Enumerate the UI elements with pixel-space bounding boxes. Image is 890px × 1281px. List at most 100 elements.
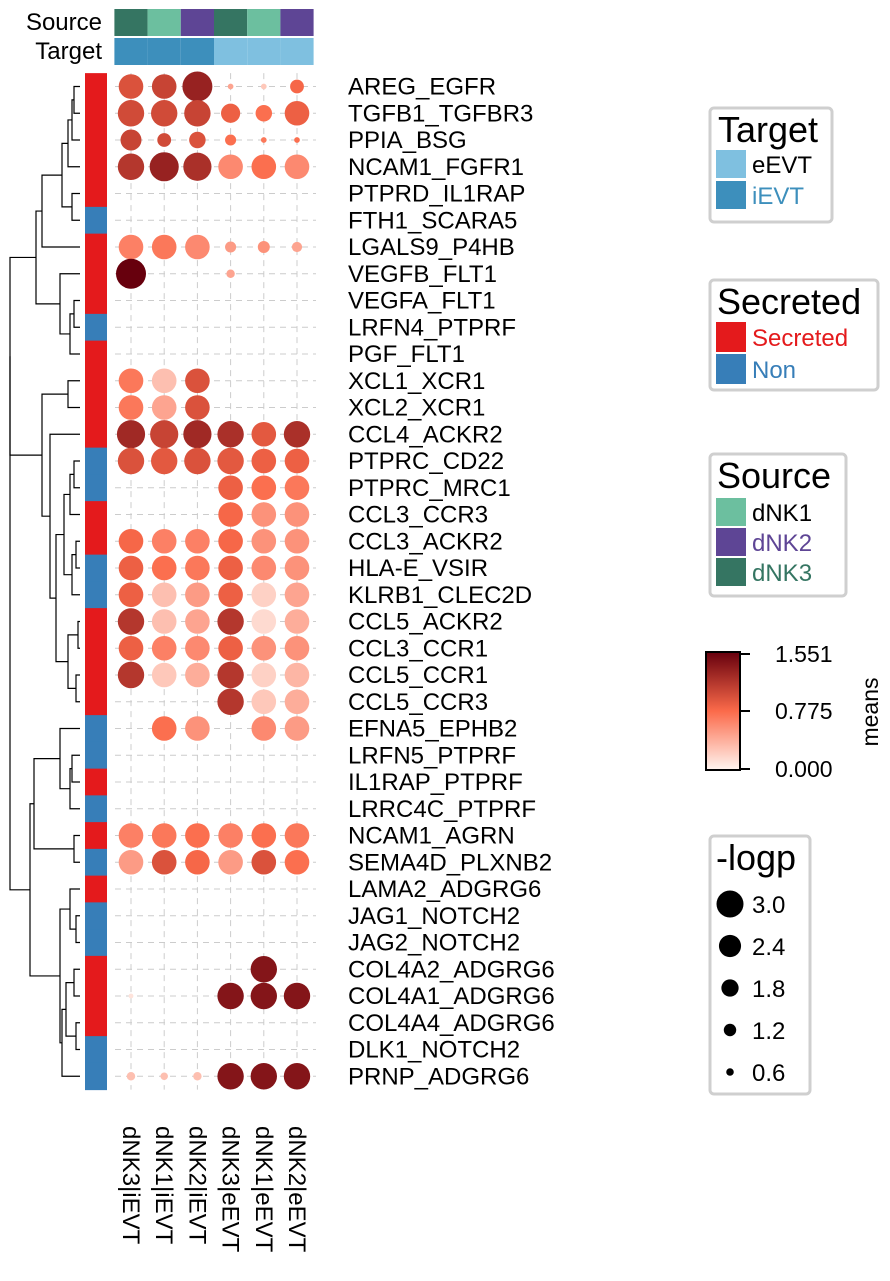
row-label-lgals9-p4hb: LGALS9_P4HB: [348, 234, 515, 261]
dendrogram-branch: [75, 674, 80, 703]
row-label-klrb1-clec2d: KLRB1_CLEC2D: [348, 582, 532, 609]
column-label-dnk3-eevt: dNK3|eEVT: [217, 1126, 244, 1253]
dot-ccl5-ccr3-dnk2-eevt: [284, 689, 310, 715]
size-legend-title: -logp: [716, 837, 796, 878]
secreted-cell-efna5-ephb2: [85, 715, 107, 743]
row-label-prnp-adgrg6: PRNP_ADGRG6: [348, 1063, 529, 1090]
dendrogram-branch: [71, 192, 80, 221]
dendrogram-branch: [55, 533, 68, 663]
column-label-dnk1-eevt: dNK1|eEVT: [250, 1126, 277, 1253]
row-label-hla-e-vsir: HLA-E_VSIR: [348, 555, 488, 582]
source-annotation-cell-dnk2: [180, 9, 214, 36]
dot-ccl3-ackr2-dnk3-ievt: [118, 528, 144, 554]
dot-ncam1-fgfr1-dnk1-ievt: [149, 152, 179, 182]
dot-ccl5-ccr1-dnk2-ievt: [185, 662, 210, 688]
dot-ccl5-ackr2-dnk3-eevt: [217, 608, 244, 635]
column-annotation-strips: Source Target: [26, 9, 314, 65]
row-label-efna5-ephb2: EFNA5_EPHB2: [348, 716, 517, 743]
secreted-cell-vegfa-flt1: [85, 287, 107, 315]
row-label-lrfn4-ptprf: LRFN4_PTPRF: [348, 314, 516, 341]
dot-ccl3-ccr1-dnk2-eevt: [284, 635, 310, 661]
dot-ncam1-agrn-dnk3-eevt: [218, 823, 243, 848]
column-labels: dNK3|iEVT dNK1|iEVT dNK2|iEVT dNK3|eEVT dNK1…: [117, 1126, 310, 1253]
dendrogram-branch: [73, 460, 80, 489]
dot-xcl2-xcr1-dnk2-ievt: [185, 395, 210, 420]
dot-ccl4-ackr2-dnk2-eevt: [283, 421, 311, 448]
dot-ptprc-cd22-dnk2-ievt: [184, 447, 211, 475]
grid-lines: [115, 73, 316, 1090]
dot-klrb1-clec2d-dnk1-eevt: [251, 582, 277, 608]
dot-klrb1-clec2d-dnk3-ievt: [118, 582, 144, 608]
dot-col4a2-adgrg6-dnk1-eevt: [250, 956, 277, 983]
secreted-cell-sema4d-plxnb2: [85, 848, 107, 877]
row-label-lrfn5-ptprf: LRFN5_PTPRF: [348, 742, 516, 769]
dot-ccl3-ccr1-dnk3-eevt: [218, 635, 243, 661]
dot-tgfb1-tgfbr3-dnk3-ievt: [117, 100, 145, 127]
dot-tgfb1-tgfbr3-dnk1-eevt: [255, 105, 273, 122]
secreted-cell-jag1-notch2: [85, 902, 107, 930]
dendrogram-branch: [73, 834, 80, 863]
dot-ccl4-ackr2-dnk2-ievt: [183, 420, 212, 449]
secreted-cell-col4a2-adgrg6: [85, 955, 107, 984]
dot-ppia-bsg-dnk3-eevt: [225, 134, 237, 146]
dot-xcl2-xcr1-dnk1-ievt: [151, 395, 177, 420]
colorbar-label-mid: 0.775: [775, 698, 833, 724]
dot-ccl3-ackr2-dnk1-ievt: [151, 528, 177, 554]
dendrogram-branch: [71, 99, 80, 141]
target-legend-swatch-eevt: [716, 150, 746, 178]
row-label-tgfb1-tgfbr3: TGFB1_TGFBR3: [348, 100, 533, 127]
secreted-legend-swatch-secreted: [716, 322, 746, 352]
dendrogram-branch: [33, 757, 74, 850]
secreted-cell-lama2-adgrg6: [85, 875, 107, 903]
dot-vegfb-flt1-dnk3-eevt: [226, 269, 235, 278]
target-legend-label-ievt: iEVT: [752, 183, 804, 210]
dot-lgals9-p4hb-dnk2-eevt: [291, 241, 303, 253]
means-colorbar: 1.551 0.775 0.000 means: [705, 641, 883, 782]
size-legend: -logp 3.0 2.4 1.8 1.2 0.6: [708, 834, 812, 1096]
dot-ccl3-ccr1-dnk2-ievt: [185, 635, 210, 661]
dendrogram-branch: [71, 754, 80, 783]
dot-ncam1-agrn-dnk2-ievt: [185, 823, 210, 848]
dot-ccl4-ackr2-dnk3-ievt: [116, 420, 146, 449]
secreted-cell-col4a4-adgrg6: [85, 1009, 107, 1037]
dendrogram-branch: [73, 299, 80, 328]
dot-ccl3-ackr2-dnk2-ievt: [185, 528, 210, 554]
dot-ccl5-ackr2-dnk2-eevt: [284, 609, 310, 634]
dot-ptprc-cd22-dnk2-eevt: [284, 448, 310, 474]
row-label-ccl5-ccr1: CCL5_CCR1: [348, 662, 488, 689]
row-label-pgf-flt1: PGF_FLT1: [348, 341, 465, 368]
secreted-cell-ccl4-ackr2: [85, 420, 107, 449]
dot-col4a1-adgrg6-dnk3-eevt: [217, 982, 244, 1010]
dendrogram-branch: [63, 493, 72, 576]
secreted-cell-ccl5-ccr1: [85, 661, 107, 689]
dot-ccl5-ccr1-dnk2-eevt: [284, 662, 310, 688]
dot-ncam1-agrn-dnk1-ievt: [151, 823, 177, 848]
size-legend-dot-1-2: [723, 1023, 737, 1037]
dot-ppia-bsg-dnk3-ievt: [120, 129, 142, 151]
row-label-lrrc4c-ptprf: LRRC4C_PTPRF: [348, 796, 536, 823]
dot-sema4d-plxnb2-dnk1-ievt: [151, 849, 177, 875]
dot-ccl4-ackr2-dnk3-eevt: [217, 421, 244, 448]
means-colorbar-gradient: [705, 651, 741, 771]
dot-ncam1-fgfr1-dnk3-eevt: [218, 154, 243, 180]
dot-prnp-adgrg6-dnk2-eevt: [283, 1063, 311, 1090]
dot-ncam1-fgfr1-dnk2-ievt: [183, 152, 212, 181]
dot-ccl5-ccr1-dnk1-eevt: [251, 662, 277, 688]
row-label-il1rap-ptprf: IL1RAP_PTPRF: [348, 769, 523, 796]
secreted-cell-ccl3-ackr2: [85, 527, 107, 556]
dot-ppia-bsg-dnk2-eevt: [294, 137, 300, 143]
dot-lgals9-p4hb-dnk1-ievt: [151, 234, 177, 260]
dot-prnp-adgrg6-dnk3-ievt: [126, 1072, 136, 1081]
secreted-cell-xcl2-xcr1: [85, 394, 107, 422]
secreted-cell-lgals9-p4hb: [85, 233, 107, 261]
dot-tgfb1-tgfbr3-dnk3-eevt: [221, 103, 241, 123]
source-annotation-cell-dnk3: [114, 9, 148, 36]
dot-ptprc-cd22-dnk1-ievt: [151, 447, 178, 475]
source-legend-swatch-dnk3: [716, 558, 746, 586]
secreted-cell-lrrc4c-ptprf: [85, 795, 107, 823]
source-legend-swatch-dnk1: [716, 498, 746, 526]
secreted-cell-vegfb-flt1: [85, 260, 107, 288]
target-annotation-cell-ievt: [180, 38, 214, 65]
size-legend-label-1-2: 1.2: [752, 1018, 785, 1045]
dot-prnp-adgrg6-dnk1-eevt: [250, 1063, 277, 1090]
